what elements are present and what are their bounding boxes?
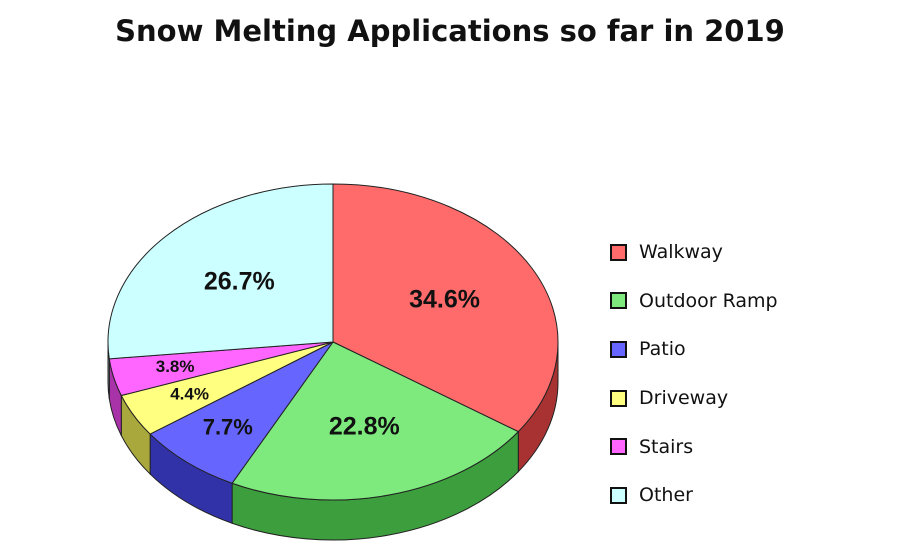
legend-swatch	[610, 486, 627, 504]
legend-item-stairs: Stairs	[610, 422, 778, 471]
slice-patio	[149, 341, 334, 484]
legend-swatch	[610, 340, 627, 358]
legend-swatch	[610, 389, 627, 407]
slice-label-other: 26.7%	[204, 267, 275, 295]
slice-walkway	[332, 183, 559, 433]
slice-label-walkway: 34.6%	[409, 285, 480, 313]
slice-other	[107, 183, 334, 360]
slice-label-outdoor-ramp: 22.8%	[329, 412, 400, 440]
legend-item-outdoor-ramp: Outdoor Ramp	[610, 277, 778, 326]
legend-swatch	[610, 243, 627, 261]
legend-label: Driveway	[639, 387, 729, 410]
legend-label: Other	[639, 484, 693, 507]
slice-label-patio: 7.7%	[203, 414, 253, 439]
legend: Walkway Outdoor Ramp Patio Driveway Stairs Ot…	[610, 228, 778, 520]
legend-item-walkway: Walkway	[610, 228, 778, 277]
legend-label: Stairs	[639, 435, 694, 458]
legend-item-patio: Patio	[610, 325, 778, 374]
legend-label: Walkway	[639, 241, 723, 264]
legend-swatch	[610, 292, 627, 310]
legend-label: Outdoor Ramp	[639, 289, 778, 312]
slice-label-driveway: 4.4%	[170, 384, 209, 403]
chart-title: Snow Melting Applications so far in 2019	[115, 14, 785, 48]
slice-label-stairs: 3.8%	[156, 357, 195, 376]
slice-outdoor-ramp	[231, 341, 520, 501]
legend-swatch	[610, 438, 627, 456]
legend-item-driveway: Driveway	[610, 374, 778, 423]
legend-label: Patio	[639, 338, 686, 361]
legend-item-other: Other	[610, 471, 778, 520]
